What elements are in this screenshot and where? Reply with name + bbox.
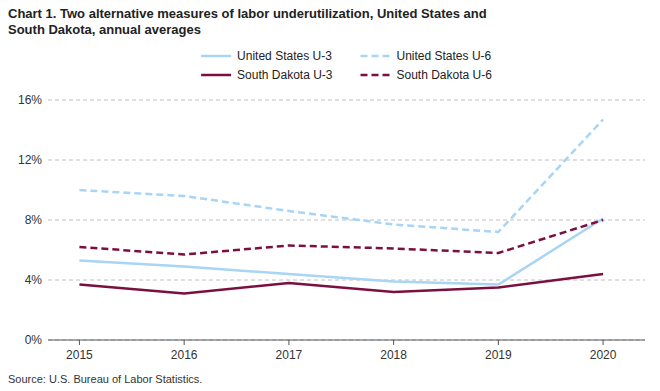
x-tick-label: 2020 xyxy=(590,348,617,362)
source-note: Source: U.S. Bureau of Labor Statistics. xyxy=(8,373,202,385)
grid-line xyxy=(48,160,645,161)
x-tick-label: 2018 xyxy=(380,348,407,362)
series-line xyxy=(79,274,603,294)
y-tick-label: 0% xyxy=(25,333,43,347)
legend-label: South Dakota U-6 xyxy=(397,68,493,82)
legend-item: South Dakota U-6 xyxy=(361,68,493,82)
x-tick xyxy=(184,340,185,345)
grid-line xyxy=(48,340,645,341)
title: Chart 1. Two alternative measures of lab… xyxy=(8,6,487,21)
x-tick xyxy=(79,340,80,345)
legend-item: United States U-6 xyxy=(361,49,492,63)
title: South Dakota, annual averages xyxy=(8,22,201,37)
y-tick-label: 4% xyxy=(25,273,43,287)
legend-swatch xyxy=(361,74,391,77)
x-tick xyxy=(393,340,394,345)
y-tick-label: 12% xyxy=(18,153,42,167)
y-tick-label: 16% xyxy=(18,93,42,107)
series-line xyxy=(79,220,603,255)
x-tick xyxy=(288,340,289,345)
legend-label: United States U-6 xyxy=(397,49,492,63)
legend-label: United States U-3 xyxy=(237,49,332,63)
legend: United States U-3 United States U-6 South … xyxy=(201,49,492,82)
legend-swatch xyxy=(361,55,391,58)
x-tick xyxy=(603,340,604,345)
chart: Chart 1. Two alternative measures of lab… xyxy=(0,0,660,391)
grid-line xyxy=(48,100,645,101)
series-line xyxy=(79,120,603,233)
legend-swatch xyxy=(201,74,231,77)
x-tick-label: 2019 xyxy=(485,348,512,362)
legend-item: South Dakota U-3 xyxy=(201,68,333,82)
y-tick-label: 8% xyxy=(25,213,43,227)
legend-item: United States U-3 xyxy=(201,49,332,63)
plot-area xyxy=(79,120,603,294)
legend-label: South Dakota U-3 xyxy=(237,68,333,82)
series-line xyxy=(79,219,603,285)
x-axis xyxy=(48,340,645,341)
x-tick-label: 2016 xyxy=(171,348,198,362)
legend-swatch xyxy=(201,55,231,58)
x-tick-label: 2015 xyxy=(66,348,93,362)
x-tick xyxy=(498,340,499,345)
x-tick-label: 2017 xyxy=(276,348,303,362)
